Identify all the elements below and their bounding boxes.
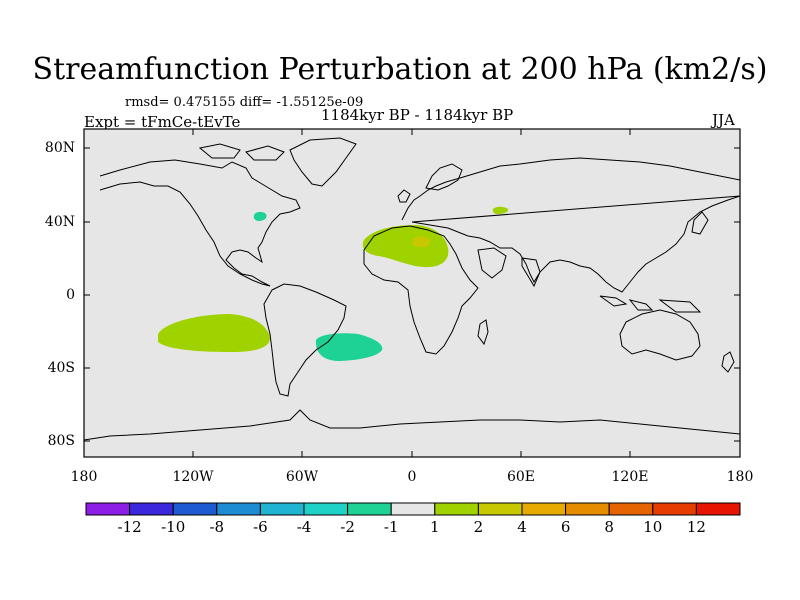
- lon-label-60e: 60E: [506, 469, 536, 485]
- colorbar-box: [652, 502, 697, 516]
- lon-label-180e: 180: [726, 469, 754, 485]
- colorbar-label: -10: [161, 518, 186, 536]
- lat-label-40n: 40N: [44, 214, 75, 230]
- colorbar-label: 6: [560, 518, 571, 536]
- anomaly-layer: [158, 206, 509, 361]
- anomaly-north-africa-core: [411, 236, 431, 248]
- colorbar-box: [565, 502, 610, 516]
- colorbar-box: [477, 502, 523, 516]
- colorbar-label: 10: [643, 518, 663, 536]
- colorbar-box: [216, 502, 261, 516]
- colorbar-label: -4: [296, 518, 312, 536]
- colorbar-box: [695, 502, 741, 516]
- axis-ticks: [84, 129, 740, 457]
- lon-label-0: 0: [407, 469, 417, 485]
- anomaly-great-lakes-negative: [253, 211, 267, 221]
- coast-arabia-india: [477, 247, 541, 288]
- stats-line: rmsd= 0.475155 diff= -1.55125e-09: [125, 95, 364, 110]
- coast-antarctica: [83, 409, 741, 441]
- lon-label-120w: 120W: [172, 469, 214, 485]
- lat-label-80s: 80S: [47, 433, 75, 449]
- anomaly-south-pacific-positive: [158, 314, 270, 352]
- colorbar-label: 4: [517, 518, 527, 536]
- coast-madagascar: [477, 319, 489, 346]
- lat-label-40s: 40S: [47, 360, 75, 376]
- anomaly-south-atlantic-negative: [315, 333, 383, 361]
- colorbar-box: [434, 502, 479, 516]
- coast-southeast-asia-islands: [599, 295, 702, 313]
- experiment-line: Expt = tFmCe-tEvTe: [84, 113, 241, 131]
- colorbar-box: [85, 502, 131, 516]
- colorbar-label: 8: [604, 518, 614, 536]
- colorbar-box: [521, 502, 567, 516]
- period-line: 1184kyr BP - 1184kyr BP: [321, 106, 514, 124]
- coast-eurasia: [401, 157, 741, 293]
- coast-japan: [691, 211, 709, 235]
- colorbar-label: -12: [117, 518, 142, 536]
- colorbar-label: 1: [430, 518, 440, 536]
- lon-label-120e: 120E: [611, 469, 649, 485]
- colorbar-box: [129, 502, 174, 516]
- lon-label-60w: 60W: [285, 469, 319, 485]
- colorbar-box: [303, 502, 349, 516]
- anomaly-north-africa-positive: [362, 225, 449, 268]
- plot-title: Streamfunction Perturbation at 200 hPa (…: [32, 52, 768, 87]
- coast-south-america: [263, 283, 347, 397]
- colorbar-label: -1: [383, 518, 399, 536]
- coast-north-america: [99, 159, 301, 287]
- colorbar-box: [347, 502, 392, 516]
- lat-label-80n: 80N: [44, 140, 75, 156]
- anomaly-caspian-positive: [492, 206, 509, 214]
- season-label: JJA: [712, 111, 735, 129]
- colorbar-label: 2: [473, 518, 484, 536]
- colorbar-label: -6: [253, 518, 268, 536]
- coast-africa: [363, 225, 479, 355]
- coastline-layer: [83, 137, 741, 441]
- colorbar-label: -8: [209, 518, 225, 536]
- coast-greenland: [289, 137, 357, 187]
- lat-label-0: 0: [66, 287, 75, 303]
- coast-british-isles: [397, 189, 411, 203]
- map-background: [84, 129, 740, 457]
- colorbar-label: -2: [340, 518, 355, 536]
- coast-arctic-islands: [198, 143, 285, 161]
- lon-label-180w: 180: [70, 469, 98, 485]
- coast-new-zealand: [721, 351, 735, 373]
- colorbar-box: [608, 502, 654, 516]
- colorbar-box: [172, 502, 218, 516]
- coast-australia: [619, 309, 701, 361]
- coast-scandinavia: [425, 163, 463, 191]
- colorbar-box: [259, 502, 305, 516]
- colorbar-label: 12: [686, 518, 706, 536]
- colorbar-box: [390, 502, 436, 516]
- colorbar: [85, 502, 741, 516]
